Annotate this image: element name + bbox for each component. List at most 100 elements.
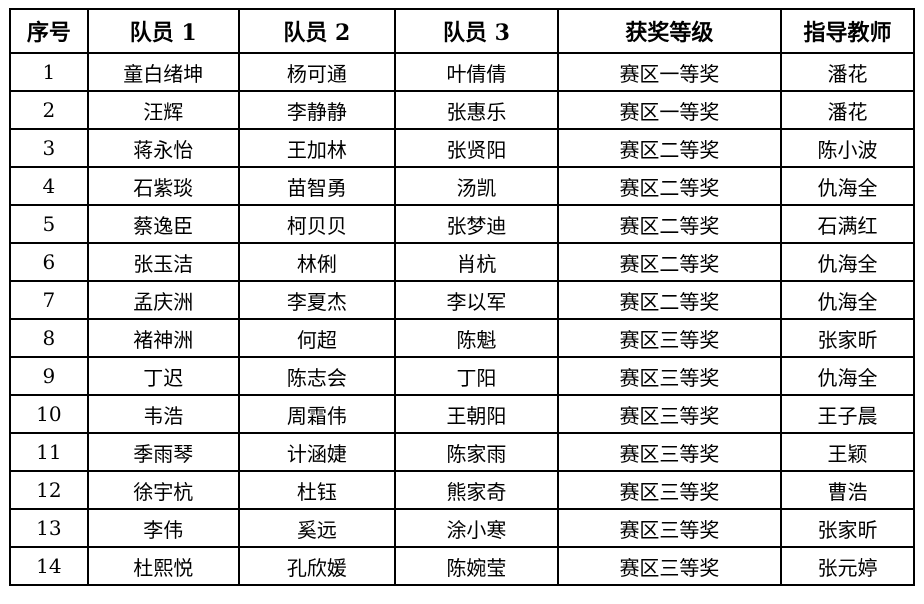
column-header-seq: 序号 <box>9 8 89 54</box>
cell-member1: 杜熙悦 <box>86 546 240 586</box>
cell-member2: 周霜伟 <box>237 394 397 434</box>
cell-member3: 陈魁 <box>394 318 559 358</box>
cell-member1: 汪辉 <box>86 90 240 130</box>
cell-member2: 何超 <box>237 318 397 358</box>
cell-award: 赛区二等奖 <box>556 280 783 320</box>
cell-award: 赛区三等奖 <box>556 470 783 510</box>
cell-member3: 肖杭 <box>394 242 559 282</box>
cell-member3: 张贤阳 <box>394 128 559 168</box>
cell-teacher: 仇海全 <box>780 356 915 396</box>
cell-member1: 韦浩 <box>86 394 240 434</box>
column-header-teacher: 指导教师 <box>780 8 915 54</box>
cell-seq: 1 <box>9 52 89 92</box>
cell-award: 赛区二等奖 <box>556 204 783 244</box>
table-row: 4 石紫琰 苗智勇 汤凯 赛区二等奖 仇海全 <box>9 166 915 206</box>
cell-member1: 丁迟 <box>86 356 240 396</box>
cell-member3: 陈家雨 <box>394 432 559 472</box>
table-row: 13 李伟 奚远 涂小寒 赛区三等奖 张家昕 <box>9 508 915 548</box>
cell-award: 赛区二等奖 <box>556 242 783 282</box>
cell-seq: 8 <box>9 318 89 358</box>
column-header-member3: 队员 3 <box>394 8 559 54</box>
cell-seq: 7 <box>9 280 89 320</box>
table-row: 6 张玉洁 林俐 肖杭 赛区二等奖 仇海全 <box>9 242 915 282</box>
cell-seq: 10 <box>9 394 89 434</box>
cell-member2: 李夏杰 <box>237 280 397 320</box>
cell-seq: 11 <box>9 432 89 472</box>
cell-award: 赛区三等奖 <box>556 318 783 358</box>
cell-teacher: 仇海全 <box>780 280 915 320</box>
cell-member1: 孟庆洲 <box>86 280 240 320</box>
table-row: 12 徐宇杭 杜钰 熊家奇 赛区三等奖 曹浩 <box>9 470 915 510</box>
table-row: 11 季雨琴 计涵婕 陈家雨 赛区三等奖 王颖 <box>9 432 915 472</box>
table-row: 2 汪辉 李静静 张惠乐 赛区一等奖 潘花 <box>9 90 915 130</box>
header-row: 序号 队员 1 队员 2 队员 3 获奖等级 指导教师 <box>9 8 915 54</box>
cell-seq: 4 <box>9 166 89 206</box>
cell-teacher: 仇海全 <box>780 242 915 282</box>
cell-seq: 9 <box>9 356 89 396</box>
cell-member2: 王加林 <box>237 128 397 168</box>
cell-award: 赛区三等奖 <box>556 432 783 472</box>
cell-member2: 林俐 <box>237 242 397 282</box>
cell-award: 赛区二等奖 <box>556 166 783 206</box>
cell-seq: 5 <box>9 204 89 244</box>
cell-member2: 杨可通 <box>237 52 397 92</box>
cell-teacher: 张家昕 <box>780 508 915 548</box>
table-row: 10 韦浩 周霜伟 王朝阳 赛区三等奖 王子晨 <box>9 394 915 434</box>
cell-member1: 李伟 <box>86 508 240 548</box>
column-header-award: 获奖等级 <box>556 8 783 54</box>
table-row: 3 蒋永怡 王加林 张贤阳 赛区二等奖 陈小波 <box>9 128 915 168</box>
cell-member1: 蔡逸臣 <box>86 204 240 244</box>
cell-seq: 3 <box>9 128 89 168</box>
cell-member2: 奚远 <box>237 508 397 548</box>
cell-member3: 涂小寒 <box>394 508 559 548</box>
cell-member2: 苗智勇 <box>237 166 397 206</box>
column-header-member2: 队员 2 <box>237 8 397 54</box>
cell-member2: 孔欣媛 <box>237 546 397 586</box>
cell-teacher: 仇海全 <box>780 166 915 206</box>
cell-member2: 杜钰 <box>237 470 397 510</box>
cell-member3: 张惠乐 <box>394 90 559 130</box>
cell-teacher: 王子晨 <box>780 394 915 434</box>
cell-member1: 徐宇杭 <box>86 470 240 510</box>
cell-member3: 陈婉莹 <box>394 546 559 586</box>
table-row: 8 褚神洲 何超 陈魁 赛区三等奖 张家昕 <box>9 318 915 358</box>
cell-member3: 王朝阳 <box>394 394 559 434</box>
cell-member3: 丁阳 <box>394 356 559 396</box>
cell-teacher: 张家昕 <box>780 318 915 358</box>
cell-award: 赛区一等奖 <box>556 52 783 92</box>
cell-member2: 柯贝贝 <box>237 204 397 244</box>
cell-award: 赛区三等奖 <box>556 356 783 396</box>
cell-member1: 季雨琴 <box>86 432 240 472</box>
cell-member3: 叶倩倩 <box>394 52 559 92</box>
cell-member3: 张梦迪 <box>394 204 559 244</box>
table-row: 5 蔡逸臣 柯贝贝 张梦迪 赛区二等奖 石满红 <box>9 204 915 244</box>
cell-seq: 6 <box>9 242 89 282</box>
cell-award: 赛区二等奖 <box>556 128 783 168</box>
cell-award: 赛区三等奖 <box>556 508 783 548</box>
cell-member1: 童白绪坤 <box>86 52 240 92</box>
cell-member2: 李静静 <box>237 90 397 130</box>
cell-award: 赛区三等奖 <box>556 546 783 586</box>
cell-member2: 计涵婕 <box>237 432 397 472</box>
column-header-member1: 队员 1 <box>86 8 240 54</box>
table-row: 1 童白绪坤 杨可通 叶倩倩 赛区一等奖 潘花 <box>9 52 915 92</box>
table-row: 9 丁迟 陈志会 丁阳 赛区三等奖 仇海全 <box>9 356 915 396</box>
cell-member3: 汤凯 <box>394 166 559 206</box>
cell-seq: 2 <box>9 90 89 130</box>
cell-teacher: 潘花 <box>780 90 915 130</box>
award-results-table: 序号 队员 1 队员 2 队员 3 获奖等级 指导教师 1 童白绪坤 杨可通 叶倩倩赛… <box>9 8 915 586</box>
cell-teacher: 潘花 <box>780 52 915 92</box>
cell-member3: 熊家奇 <box>394 470 559 510</box>
cell-member1: 蒋永怡 <box>86 128 240 168</box>
table-row: 7 孟庆洲 李夏杰 李以军 赛区二等奖 仇海全 <box>9 280 915 320</box>
cell-award: 赛区一等奖 <box>556 90 783 130</box>
cell-teacher: 曹浩 <box>780 470 915 510</box>
cell-member1: 褚神洲 <box>86 318 240 358</box>
cell-teacher: 陈小波 <box>780 128 915 168</box>
cell-member2: 陈志会 <box>237 356 397 396</box>
cell-seq: 12 <box>9 470 89 510</box>
table-row: 14 杜熙悦 孔欣媛 陈婉莹 赛区三等奖 张元婷 <box>9 546 915 586</box>
cell-award: 赛区三等奖 <box>556 394 783 434</box>
cell-seq: 14 <box>9 546 89 586</box>
